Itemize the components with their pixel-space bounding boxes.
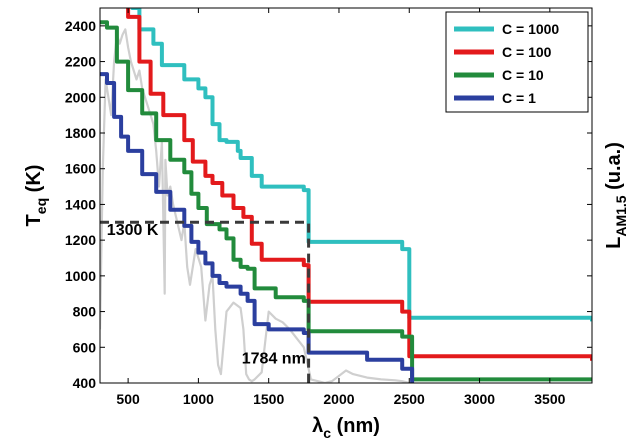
x-tick-label: 3000 xyxy=(464,391,495,407)
plot-frame xyxy=(99,7,593,384)
legend-label-3: C = 1 xyxy=(502,90,536,106)
y-tick-label: 1000 xyxy=(65,268,96,284)
y-tick-label: 400 xyxy=(73,375,97,391)
y-tick-label: 1200 xyxy=(65,232,96,248)
y-tick-label: 2000 xyxy=(65,89,96,105)
x-tick-label: 3500 xyxy=(534,391,565,407)
y-tick-label: 800 xyxy=(73,304,97,320)
legend-label-0: C = 1000 xyxy=(502,21,559,37)
x-tick-label: 500 xyxy=(116,391,140,407)
y2-axis-label: LAM1.5 (u.a.) xyxy=(603,142,629,249)
y-tick-label: 2400 xyxy=(65,18,96,34)
legend-label-2: C = 10 xyxy=(502,67,544,83)
series-line-3 xyxy=(100,72,415,383)
y-tick-label: 600 xyxy=(73,339,97,355)
y-tick-label: 1600 xyxy=(65,161,96,177)
am15-spectrum-line xyxy=(100,28,410,383)
x-tick-label: 2000 xyxy=(323,391,354,407)
y-tick-label: 2200 xyxy=(65,54,96,70)
x-tick-label: 2500 xyxy=(394,391,425,407)
y-tick-label: 1800 xyxy=(65,125,96,141)
x-axis-label: λc (nm) xyxy=(312,415,380,441)
annotation-1: 1784 nm xyxy=(242,350,306,367)
reference-dashed-line xyxy=(100,220,311,383)
y-tick-label: 1400 xyxy=(65,196,96,212)
annotation-0: 1300 K xyxy=(107,222,159,239)
legend: C = 1000 C = 100 C = 10 C = 1 xyxy=(445,11,589,113)
series-line-2 xyxy=(100,20,592,382)
legend-label-1: C = 100 xyxy=(502,44,552,60)
plot-area xyxy=(100,8,592,383)
x-tick-label: 1500 xyxy=(253,391,284,407)
y-axis-label: Teq (K) xyxy=(23,165,49,227)
x-tick-label: 1000 xyxy=(183,391,214,407)
